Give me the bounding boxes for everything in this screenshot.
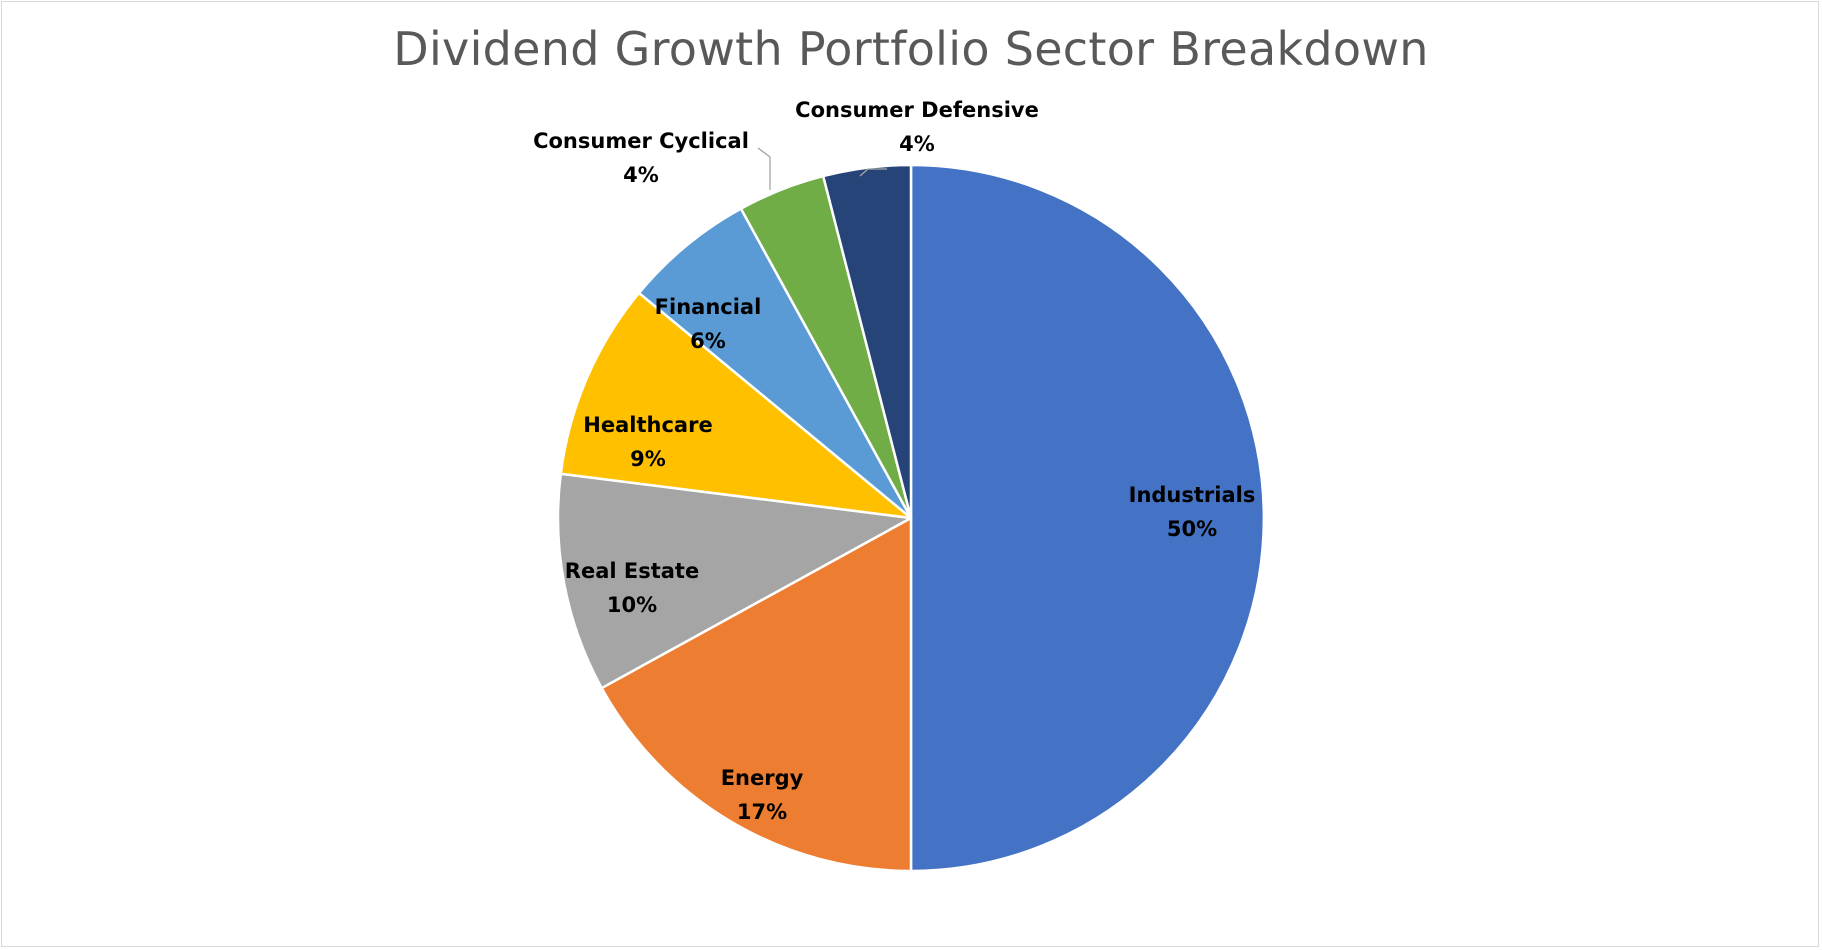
pie-slice-real-estate[interactable] [556, 472, 913, 690]
slice-value-consumer-defensive: 4% [899, 132, 935, 156]
slice-value-consumer-cyclical: 4% [623, 163, 659, 187]
pie-slice-energy[interactable] [600, 516, 913, 873]
slice-label-consumer-defensive: Consumer Defensive [795, 98, 1039, 122]
slice-label-industrials: Industrials [1129, 483, 1256, 507]
slice-value-energy: 17% [737, 800, 787, 824]
slice-value-industrials: 50% [1167, 517, 1217, 541]
pie-slice-industrials[interactable] [909, 163, 1266, 873]
leader-line-consumer-defensive [859, 168, 887, 177]
slice-value-healthcare: 9% [630, 447, 666, 471]
slice-value-real-estate: 10% [607, 593, 657, 617]
pie-slice-financial[interactable] [637, 207, 913, 520]
slice-label-financial: Financial [655, 295, 762, 319]
pie-slice-consumer-defensive[interactable] [821, 163, 913, 520]
slice-label-consumer-cyclical: Consumer Cyclical [533, 129, 749, 153]
pie-slice-healthcare[interactable] [559, 291, 913, 520]
slice-label-real-estate: Real Estate [565, 559, 699, 583]
leader-line-consumer-cyclical [757, 147, 771, 190]
chart-title: Dividend Growth Portfolio Sector Breakdo… [393, 22, 1429, 76]
slice-label-energy: Energy [721, 766, 804, 790]
slice-value-financial: 6% [690, 329, 726, 353]
slice-label-healthcare: Healthcare [583, 413, 712, 437]
